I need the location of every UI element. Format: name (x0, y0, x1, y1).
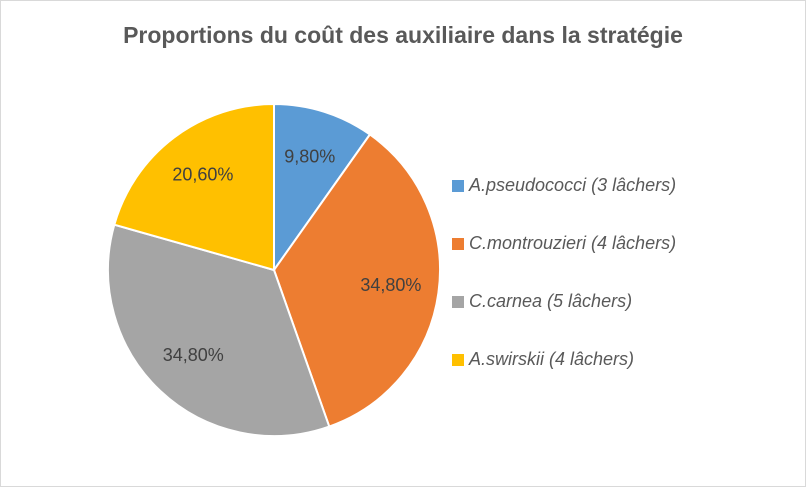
legend-swatch (452, 296, 464, 308)
chart-title: Proportions du coût des auxiliaire dans … (123, 22, 683, 48)
legend-label: A.pseudococci (3 lâchers) (468, 175, 676, 195)
data-label: 34,80% (360, 275, 421, 295)
data-label: 9,80% (284, 146, 335, 166)
legend-label: C.montrouzieri (4 lâchers) (469, 233, 676, 253)
legend-swatch (452, 354, 464, 366)
pie-slice (272, 133, 441, 428)
legend-swatch (452, 238, 464, 250)
pie-slice (107, 223, 331, 437)
data-label: 34,80% (163, 345, 224, 365)
pie-slice (273, 102, 372, 274)
legend-label: C.carnea (5 lâchers) (469, 291, 632, 311)
pie-slice (113, 102, 275, 272)
legend-label: A.swirskii (4 lâchers) (468, 349, 634, 369)
legend-swatch (452, 180, 464, 192)
data-label: 20,60% (172, 165, 233, 185)
